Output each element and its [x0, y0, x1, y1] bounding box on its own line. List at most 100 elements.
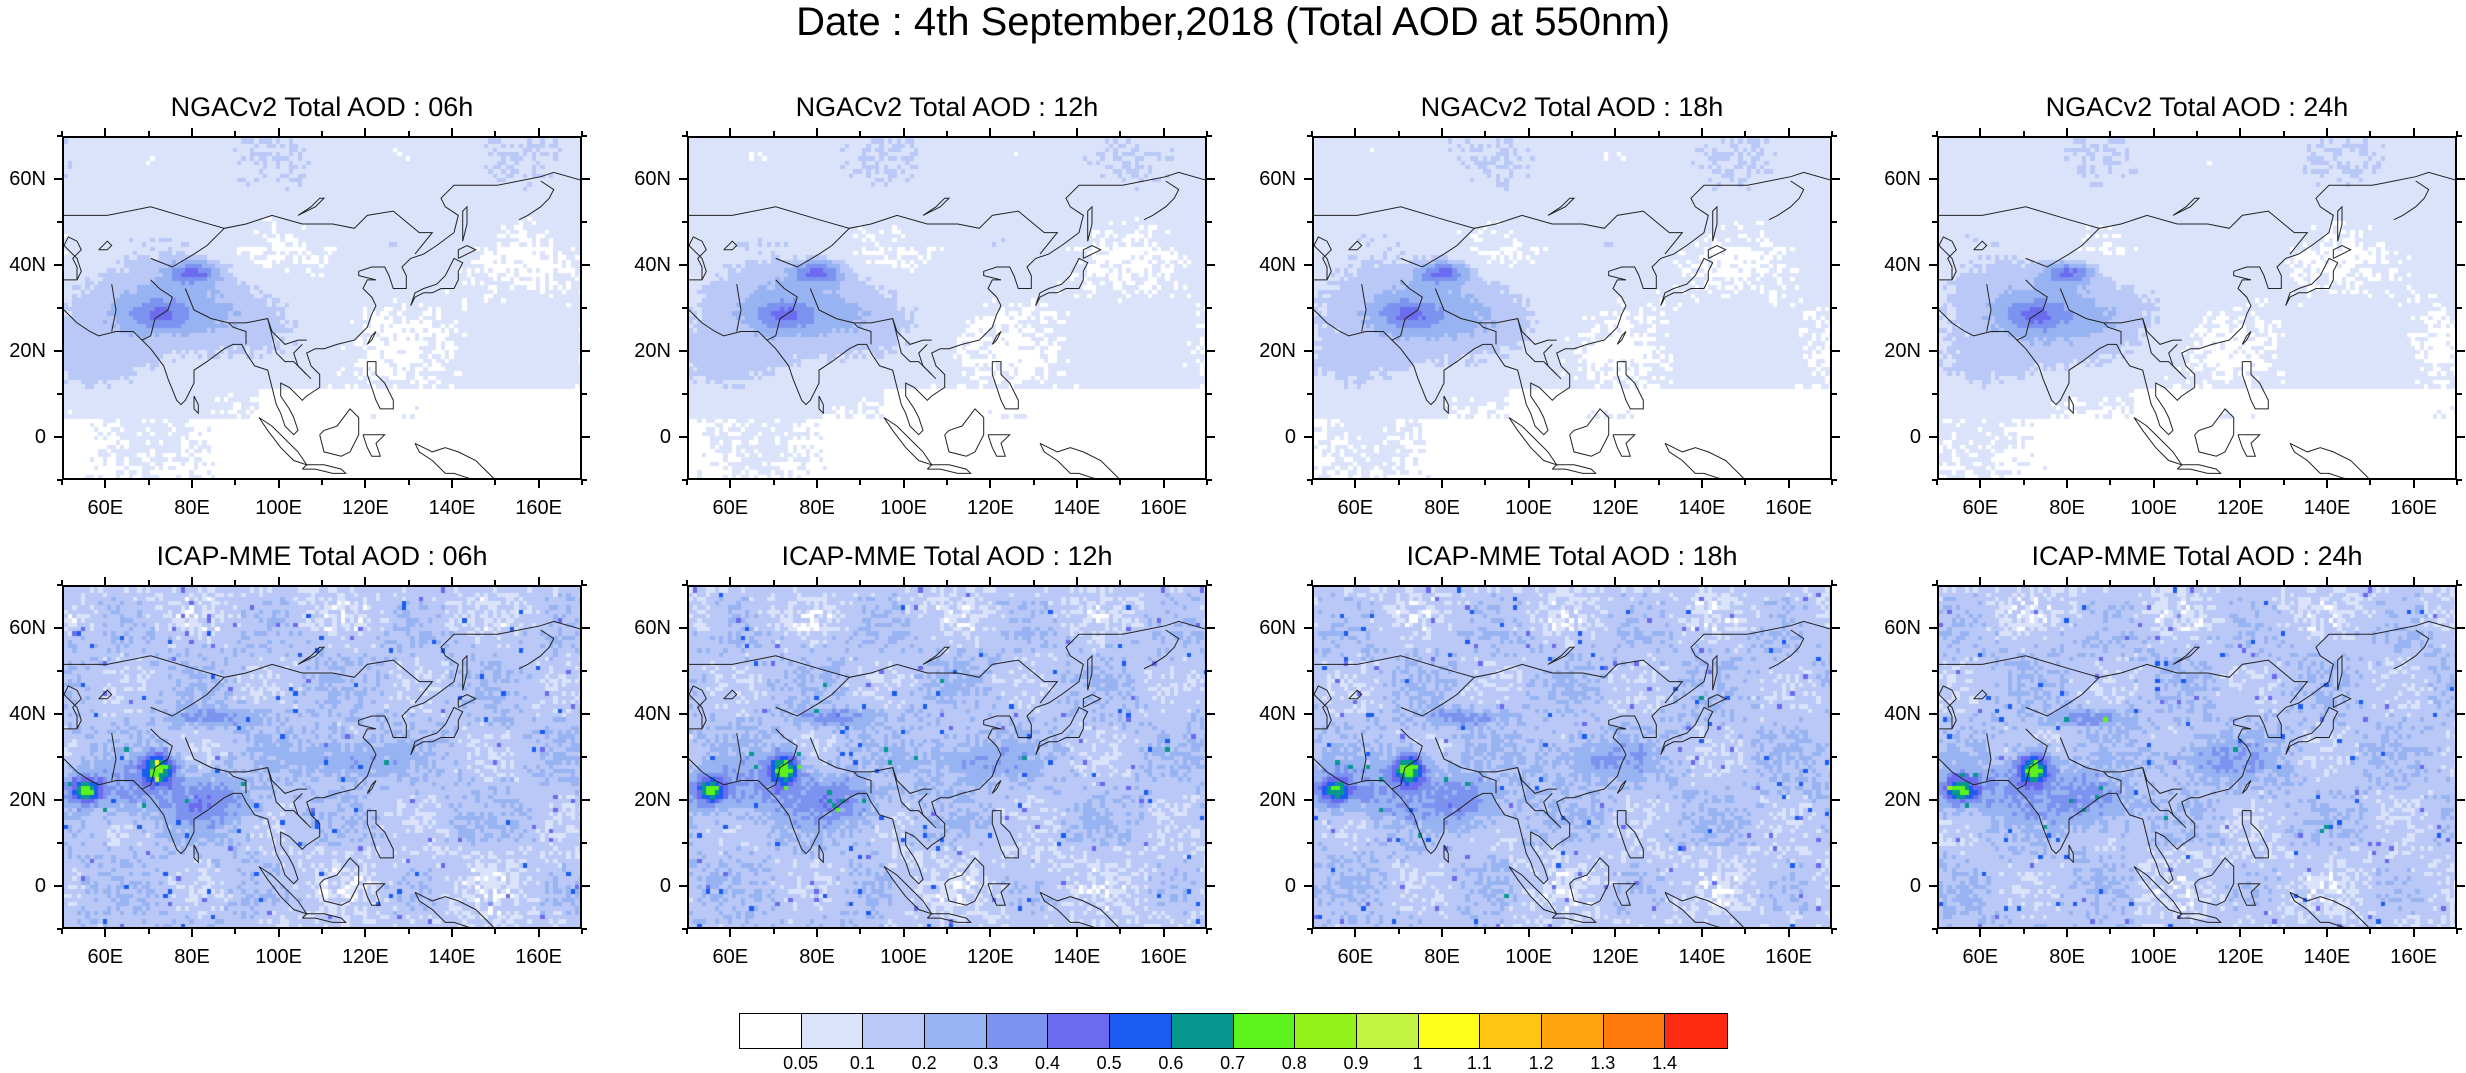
lon-minor-tick: [1484, 580, 1487, 585]
lon-tick-label: 80E: [1424, 946, 1460, 968]
lat-minor-tick: [1932, 135, 1937, 137]
lon-minor-tick: [859, 580, 862, 585]
coastline: [2237, 434, 2261, 457]
lat-tick: [1929, 627, 1937, 629]
lat-tick: [1832, 264, 1840, 266]
lon-tick: [277, 929, 280, 937]
lon-minor-tick: [581, 131, 583, 136]
coastline: [1939, 236, 1957, 281]
lat-tick-label: 60N: [634, 617, 671, 639]
coastlines: [64, 171, 580, 478]
colorbar-swatch: [1356, 1014, 1419, 1048]
coastline: [736, 733, 742, 781]
coastline: [818, 844, 824, 864]
lon-tick: [2239, 128, 2242, 136]
lat-tick-label: 40N: [1259, 703, 1296, 725]
lat-minor-tick: [1207, 756, 1212, 758]
lon-minor-tick: [407, 580, 410, 585]
lon-tick-label: 60E: [1962, 946, 1999, 968]
lon-tick: [277, 577, 280, 585]
lon-tick: [1787, 577, 1790, 585]
lat-tick: [582, 799, 590, 801]
coastline: [2337, 205, 2343, 242]
lon-tick: [1441, 128, 1443, 136]
aod-field: [64, 138, 580, 478]
lon-tick: [729, 929, 732, 937]
lat-minor-tick: [2457, 670, 2462, 672]
coastline: [1508, 417, 1558, 466]
coastline: [1039, 442, 1120, 478]
lon-tick-label: 80E: [174, 946, 210, 968]
coastline: [2332, 693, 2352, 708]
lat-tick: [2457, 436, 2465, 438]
lat-minor-tick: [1307, 307, 1312, 309]
lon-tick: [2066, 929, 2068, 937]
lat-minor-tick: [1832, 393, 1837, 395]
lat-minor-tick: [1307, 479, 1312, 481]
lat-minor-tick: [582, 393, 587, 395]
lat-minor-tick: [1932, 221, 1937, 223]
lon-minor-tick: [1311, 480, 1313, 485]
coastline: [1551, 913, 1597, 923]
lon-tick-label: 60E: [1337, 497, 1374, 519]
lon-tick: [729, 128, 732, 136]
aod-map: [1937, 136, 2457, 480]
lon-minor-tick: [1484, 929, 1487, 934]
lat-tick: [1207, 627, 1215, 629]
lon-tick: [816, 128, 818, 136]
coastline: [1314, 685, 1332, 730]
coastline: [883, 866, 933, 915]
lat-tick: [1832, 627, 1840, 629]
coastline: [1400, 227, 1475, 268]
lat-minor-tick: [2457, 479, 2462, 481]
lon-tick: [2239, 577, 2242, 585]
lon-tick: [1076, 929, 1078, 937]
lat-minor-tick: [57, 479, 62, 481]
lon-minor-tick: [321, 580, 323, 585]
aod-map: [62, 585, 582, 929]
lon-tick: [1076, 577, 1078, 585]
lat-tick-label: 20N: [634, 789, 671, 811]
lon-tick-label: 120E: [2216, 497, 2264, 519]
lat-tick: [1929, 350, 1937, 352]
lat-tick: [1832, 178, 1840, 180]
coastline: [2241, 810, 2269, 859]
lat-tick: [1929, 264, 1937, 266]
coastline: [1508, 866, 1558, 915]
lon-tick: [1701, 128, 1703, 136]
lat-tick: [679, 627, 687, 629]
lat-tick-label: 40N: [634, 254, 671, 276]
coastline: [689, 236, 707, 281]
lat-minor-tick: [57, 135, 62, 137]
coastline: [2016, 728, 2048, 790]
lat-minor-tick: [2457, 584, 2462, 586]
coastline: [2237, 883, 2261, 906]
lon-tick: [1787, 929, 1790, 937]
coastline: [2172, 646, 2201, 665]
coastline: [111, 284, 117, 332]
coastline: [775, 676, 850, 717]
lon-tick: [1441, 577, 1443, 585]
lon-tick: [1614, 929, 1617, 937]
lat-minor-tick: [582, 584, 587, 586]
lon-tick: [191, 480, 193, 488]
coastlines: [1939, 620, 2455, 927]
lon-minor-tick: [1936, 929, 1938, 934]
coastline: [1391, 728, 1423, 790]
lon-tick: [2326, 929, 2328, 937]
lat-minor-tick: [1832, 928, 1837, 930]
coastline: [366, 780, 377, 794]
lat-minor-tick: [682, 307, 687, 309]
lon-tick: [2066, 480, 2068, 488]
lat-tick: [54, 885, 62, 887]
lon-tick: [1527, 128, 1530, 136]
lon-tick: [1354, 577, 1357, 585]
lon-tick: [104, 480, 107, 488]
coastline: [944, 408, 985, 457]
lon-minor-tick: [2196, 480, 2198, 485]
lon-minor-tick: [2369, 929, 2372, 934]
lat-tick: [679, 264, 687, 266]
lon-minor-tick: [2369, 131, 2372, 136]
coastline: [414, 891, 495, 927]
lat-minor-tick: [1832, 221, 1837, 223]
